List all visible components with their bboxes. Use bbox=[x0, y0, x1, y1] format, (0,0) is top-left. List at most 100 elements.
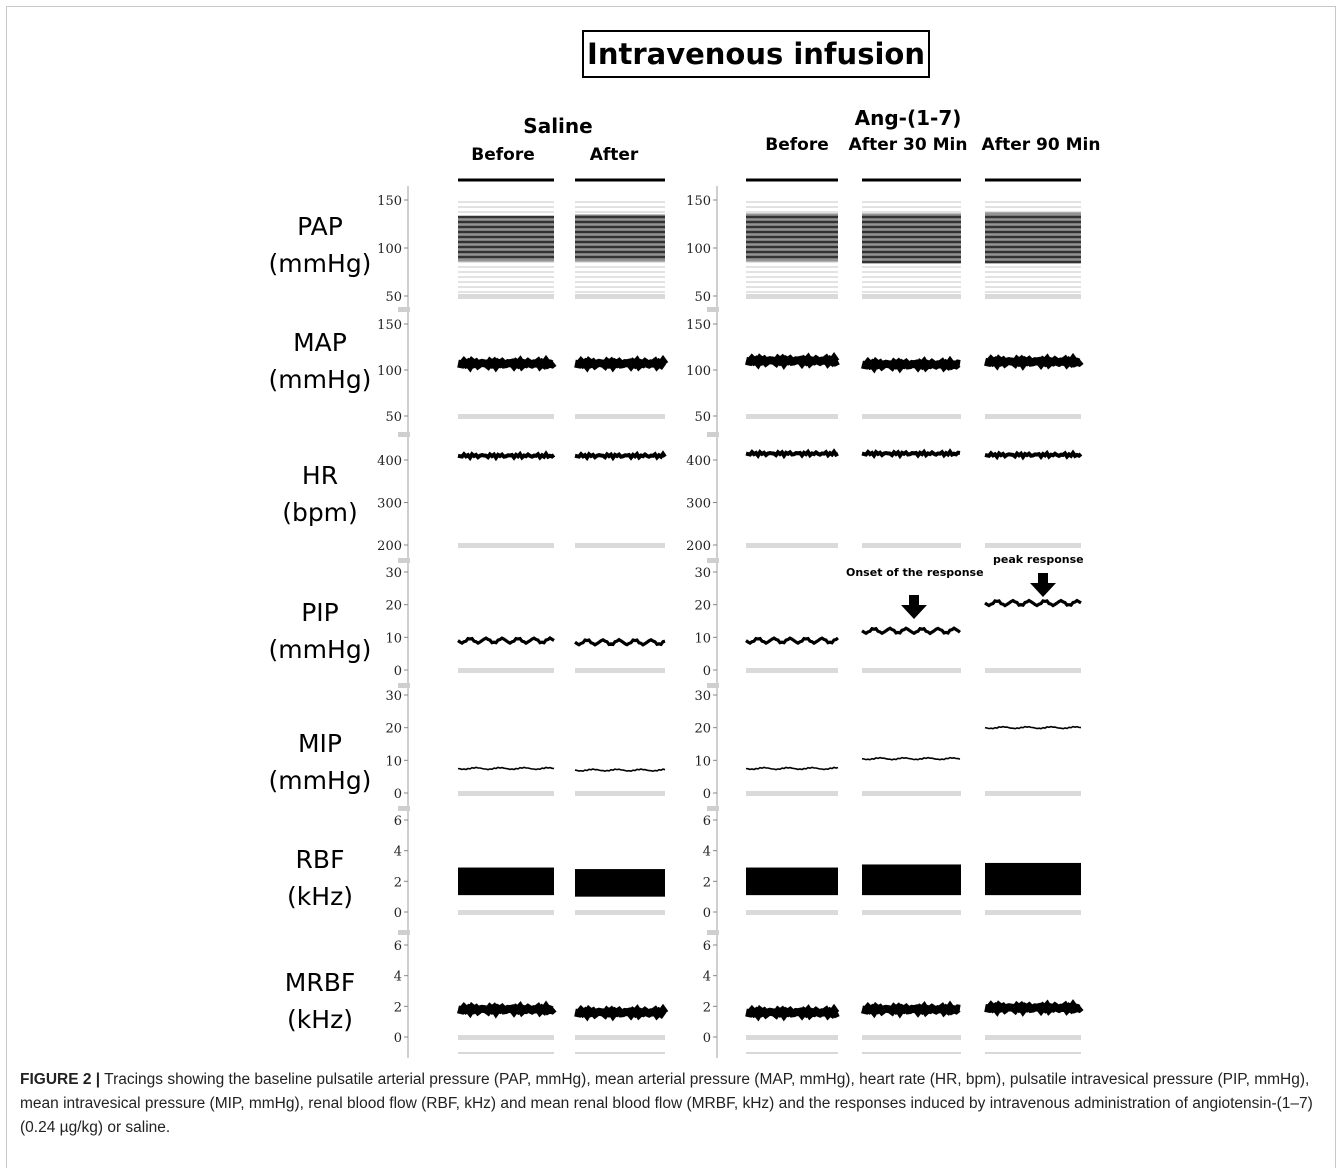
tick-label-hr-0-0: 400 bbox=[377, 454, 402, 469]
tick-label-rbf-1-2: 2 bbox=[703, 875, 711, 890]
tick-label-map-1-1: 100 bbox=[686, 364, 711, 379]
baseline-bar-pip-3 bbox=[862, 668, 961, 673]
annotation-peak: peak response bbox=[993, 553, 1084, 566]
tick-label-map-0-2: 50 bbox=[385, 410, 402, 425]
baseline-bar-mrbf-0 bbox=[458, 1035, 554, 1040]
axis-separator-0-1 bbox=[398, 432, 410, 437]
rbf-band-2 bbox=[746, 867, 838, 896]
baseline-bar-rbf-3 bbox=[862, 910, 961, 915]
row-label-pip-name: PIP bbox=[301, 598, 339, 627]
row-label-pap-unit: (mmHg) bbox=[268, 249, 372, 278]
caption-text: Tracings showing the baseline pulsatile … bbox=[20, 1071, 1313, 1136]
pip-trace-2 bbox=[745, 636, 839, 646]
tick-label-pap-1-0: 150 bbox=[686, 194, 711, 209]
tick-label-mip-0-2: 10 bbox=[385, 754, 402, 769]
baseline-bar-hr-3 bbox=[862, 543, 961, 548]
tick-label-rbf-1-0: 6 bbox=[703, 814, 711, 829]
tick-label-mrbf-1-0: 6 bbox=[703, 939, 711, 954]
baseline-bar-pap-4 bbox=[985, 294, 1081, 299]
pap-band-3 bbox=[862, 213, 961, 264]
map-trace-1 bbox=[574, 354, 669, 373]
tick-label-map-1-0: 150 bbox=[686, 318, 711, 333]
mip-trace-1 bbox=[574, 768, 666, 773]
tick-label-rbf-0-2: 2 bbox=[394, 875, 402, 890]
baseline-bar-mip-4 bbox=[985, 791, 1081, 796]
rbf-band-1 bbox=[575, 869, 665, 897]
baseline-bar-map-2 bbox=[746, 414, 838, 419]
figure-caption: FIGURE 2 | Tracings showing the baseline… bbox=[20, 1068, 1325, 1140]
tick-label-pip-1-2: 10 bbox=[694, 631, 711, 646]
annotation-onset: Onset of the response bbox=[846, 566, 984, 579]
baseline-bar-pip-1 bbox=[575, 668, 665, 673]
onset-arrow-icon-head bbox=[901, 605, 927, 619]
baseline-bar-rbf-4 bbox=[985, 910, 1081, 915]
baseline-bar-map-1 bbox=[575, 414, 665, 419]
mrbf-trace-3 bbox=[861, 1000, 961, 1019]
tick-label-mrbf-0-2: 2 bbox=[394, 1000, 402, 1015]
rbf-band-4 bbox=[985, 862, 1081, 896]
baseline-bar-map-3 bbox=[862, 414, 961, 419]
map-trace-0 bbox=[457, 354, 557, 373]
pip-trace-0 bbox=[457, 636, 555, 646]
figure-title: Intravenous infusion bbox=[582, 30, 930, 78]
mrbf-trace-2 bbox=[745, 1003, 840, 1022]
row-label-mrbf-name: MRBF bbox=[284, 968, 356, 997]
tick-label-pip-0-2: 10 bbox=[385, 631, 402, 646]
peak-arrow-icon-shaft bbox=[1038, 573, 1048, 583]
pap-band-1 bbox=[575, 214, 665, 262]
pip-trace-3 bbox=[861, 626, 961, 636]
baseline-bar-mrbf-2 bbox=[746, 1035, 838, 1040]
onset-arrow-icon-shaft bbox=[909, 595, 919, 605]
tick-label-mip-0-1: 20 bbox=[385, 722, 402, 737]
tick-label-pap-1-1: 100 bbox=[686, 242, 711, 257]
baseline-bar-rbf-1 bbox=[575, 910, 665, 915]
axis-separator-0-2 bbox=[398, 558, 410, 563]
tick-label-mrbf-1-1: 4 bbox=[703, 970, 711, 985]
tick-label-pip-1-1: 20 bbox=[694, 599, 711, 614]
tick-label-rbf-1-3: 0 bbox=[703, 906, 711, 921]
mip-trace-0 bbox=[457, 766, 555, 771]
tick-label-hr-1-0: 400 bbox=[686, 454, 711, 469]
tick-label-mrbf-0-1: 4 bbox=[394, 970, 402, 985]
baseline-bar-map-0 bbox=[458, 414, 554, 419]
column-header-ang-30min: After 30 Min bbox=[848, 135, 968, 155]
axis-separator-0-5 bbox=[398, 930, 410, 935]
row-label-rbf: RBF (kHz) bbox=[287, 841, 353, 915]
baseline-bar-mrbf-3 bbox=[862, 1035, 961, 1040]
row-label-mip-unit: (mmHg) bbox=[268, 766, 372, 795]
baseline-bar-mip-3 bbox=[862, 791, 961, 796]
tick-label-mip-1-0: 30 bbox=[694, 689, 711, 704]
tick-label-mrbf-1-2: 2 bbox=[703, 1000, 711, 1015]
hr-trace-4 bbox=[984, 449, 1083, 461]
mrbf-trace-4 bbox=[984, 999, 1084, 1017]
tick-label-pap-0-0: 150 bbox=[377, 194, 402, 209]
row-label-mrbf-unit: (kHz) bbox=[287, 1005, 353, 1034]
pap-band-0 bbox=[458, 216, 554, 262]
group-header-ang: Ang-(1-7) bbox=[854, 106, 962, 130]
axis-separator-0-4 bbox=[398, 806, 410, 811]
hr-trace-1 bbox=[574, 450, 667, 462]
baseline-bar-pap-3 bbox=[862, 294, 961, 299]
baseline-bar-pap-2 bbox=[746, 294, 838, 299]
baseline-bar-pip-0 bbox=[458, 668, 554, 673]
map-trace-2 bbox=[745, 351, 840, 370]
tracings-plot: 1501005015010050400300200302010030201006… bbox=[377, 178, 1084, 1058]
baseline-bar-mip-0 bbox=[458, 791, 554, 796]
rbf-band-0 bbox=[458, 867, 554, 896]
baseline-bar-pap-0 bbox=[458, 294, 554, 299]
row-label-mip: MIP (mmHg) bbox=[269, 725, 372, 799]
tick-label-pip-0-0: 30 bbox=[385, 566, 402, 581]
tick-label-mip-0-0: 30 bbox=[385, 689, 402, 704]
figure-frame bbox=[6, 6, 1336, 1168]
baseline-bar-hr-1 bbox=[575, 543, 665, 548]
caption-label: FIGURE 2 | bbox=[20, 1071, 101, 1088]
row-label-map-name: MAP bbox=[293, 328, 347, 357]
map-trace-4 bbox=[984, 352, 1084, 371]
tick-label-mrbf-0-3: 0 bbox=[394, 1031, 402, 1046]
tick-label-hr-0-2: 200 bbox=[377, 539, 402, 554]
baseline-bar-hr-4 bbox=[985, 543, 1081, 548]
tick-label-mip-0-3: 0 bbox=[394, 787, 402, 802]
tick-label-mrbf-0-0: 6 bbox=[394, 939, 402, 954]
column-header-saline-before: Before bbox=[471, 145, 535, 165]
tick-label-hr-0-1: 300 bbox=[377, 497, 402, 512]
